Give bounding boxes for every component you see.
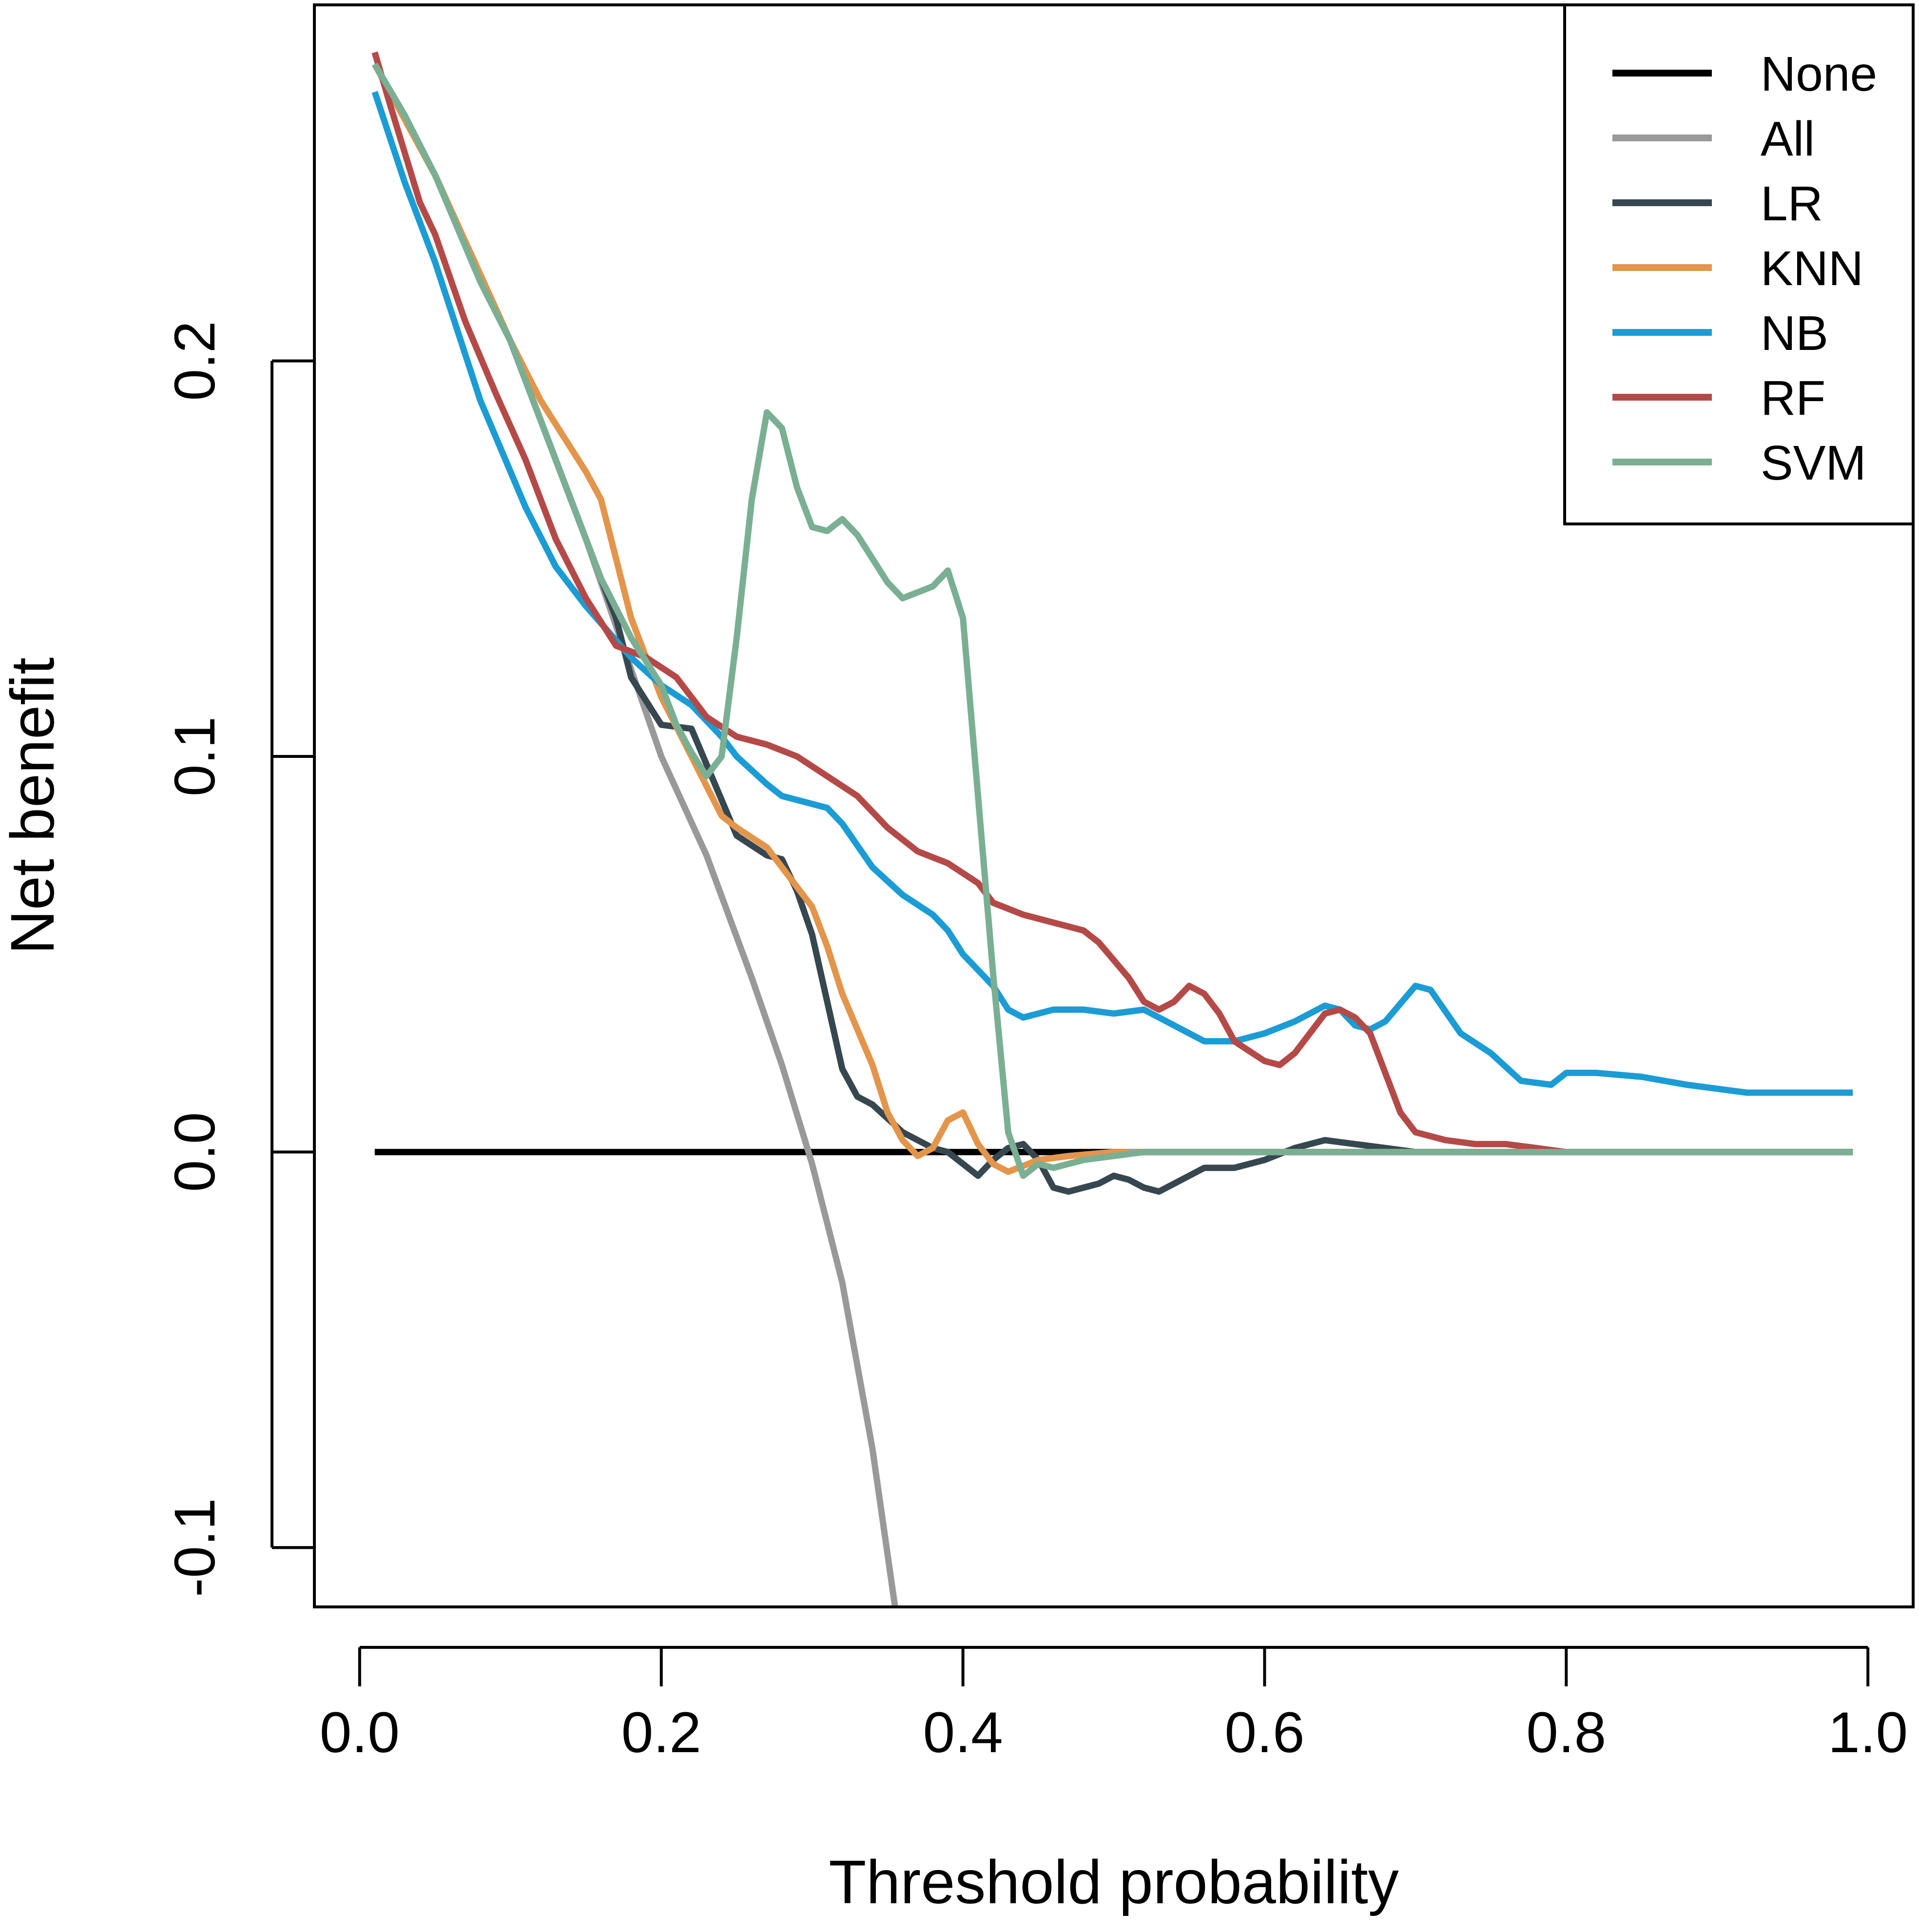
plot-frame bbox=[313, 3, 1915, 1608]
legend-label-none: None bbox=[1761, 47, 1877, 101]
legend-box bbox=[1563, 3, 1915, 525]
y-tick-label: 0.1 bbox=[163, 716, 227, 796]
legend-label-svm: SVM bbox=[1761, 436, 1866, 490]
x-tick-label: 0.8 bbox=[1526, 1700, 1606, 1765]
legend-label-nb: NB bbox=[1761, 306, 1828, 361]
legend-label-all: All bbox=[1761, 112, 1815, 166]
y-tick-label: 0.2 bbox=[163, 321, 227, 401]
legend-label-rf: RF bbox=[1761, 371, 1825, 425]
series-line-lr bbox=[372, 62, 1853, 1195]
y-axis-title: Net benefit bbox=[0, 657, 67, 954]
series-layer bbox=[371, 51, 1853, 1607]
series-line-rf bbox=[371, 51, 1853, 1156]
legend-label-lr: LR bbox=[1761, 176, 1823, 231]
y-axis: -0.1 0.0 0.1 0.2 bbox=[163, 321, 314, 1597]
legend-label-knn: KNN bbox=[1761, 241, 1863, 296]
series-line-nb bbox=[371, 91, 1853, 1096]
x-tick-label: 1.0 bbox=[1828, 1700, 1908, 1765]
x-tick-label: 0.2 bbox=[621, 1700, 701, 1765]
series-line-knn bbox=[372, 62, 1853, 1175]
x-tick-label: 0.4 bbox=[923, 1700, 1003, 1765]
x-tick-label: 0.6 bbox=[1224, 1700, 1304, 1765]
x-axis: 0.0 0.2 0.4 0.6 0.8 1.0 bbox=[320, 1646, 1908, 1765]
y-tick-label: -0.1 bbox=[163, 1498, 227, 1597]
series-line-svm bbox=[372, 62, 1853, 1179]
series-line-all bbox=[372, 62, 898, 1607]
y-tick-label: 0.0 bbox=[163, 1112, 227, 1192]
x-axis-title: Threshold probability bbox=[829, 1848, 1399, 1916]
x-tick-label: 0.0 bbox=[320, 1700, 400, 1765]
legend: None All LR KNN NB RF SVM bbox=[1563, 3, 1915, 525]
